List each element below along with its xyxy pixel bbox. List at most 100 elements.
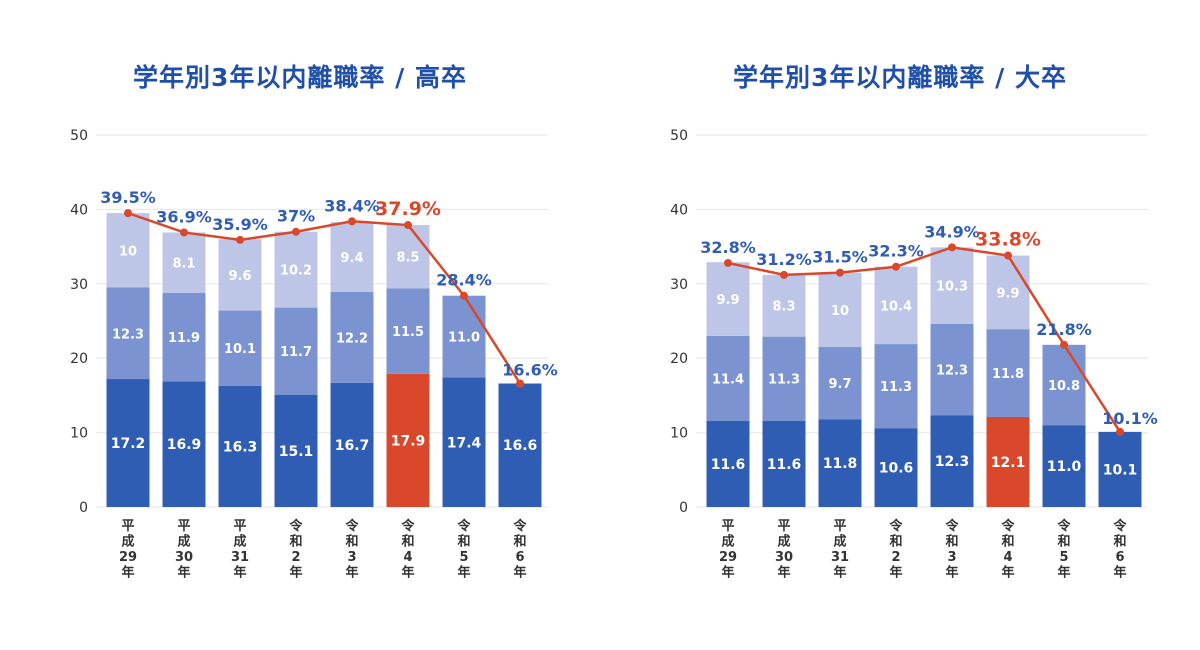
y-tick-label: 40 — [670, 202, 688, 218]
x-category-label-part: 成 — [177, 534, 190, 550]
segment-value-label: 12.3 — [935, 454, 970, 470]
y-tick-label: 0 — [679, 500, 688, 516]
total-rate-label: 31.5% — [812, 248, 868, 267]
bar-segment-bottom — [1042, 425, 1086, 507]
total-rate-label: 16.6% — [502, 360, 558, 379]
total-rate-point — [292, 227, 300, 236]
segment-value-label: 16.6 — [503, 438, 538, 454]
x-category-label-part: 29 — [119, 550, 137, 565]
x-category-label-part: 2 — [291, 550, 300, 565]
total-rate-label: 21.8% — [1036, 320, 1092, 339]
total-rate-point — [180, 228, 188, 237]
y-tick-label: 10 — [70, 426, 88, 442]
x-category-label-part: 年 — [1113, 565, 1126, 581]
x-category-label-part: 平 — [177, 519, 190, 534]
x-category-label-part: 3 — [947, 550, 956, 565]
total-rate-point — [1004, 251, 1012, 260]
x-category-label-part: 和 — [1057, 534, 1070, 550]
bar-segment-top — [162, 232, 206, 293]
total-rate-label: 10.1% — [1102, 409, 1158, 428]
x-category-label-part: 年 — [177, 565, 190, 581]
x-category-label-part: 年 — [721, 565, 734, 581]
bar-segment-middle — [874, 344, 918, 429]
segment-value-label: 11.7 — [280, 345, 312, 360]
x-category-label-part: 2 — [891, 550, 900, 565]
segment-value-label: 12.2 — [336, 331, 368, 346]
x-category-label-part: 令 — [1113, 518, 1127, 534]
bar-segment-bottom — [818, 419, 862, 507]
x-category-label-part: 年 — [945, 565, 958, 581]
bar-segment-top — [874, 266, 918, 345]
x-category-label-part: 年 — [289, 565, 302, 581]
segment-value-label: 10.4 — [880, 299, 912, 314]
bar-segment-middle — [442, 295, 486, 378]
x-category-label-part: 令 — [1057, 518, 1071, 534]
segment-value-label: 12.3 — [112, 327, 144, 342]
segment-value-label: 9.7 — [828, 377, 851, 392]
segment-value-label: 11.5 — [392, 325, 424, 340]
segment-value-label: 17.2 — [111, 436, 146, 452]
bar-segment-bottom — [1098, 431, 1142, 507]
segment-value-label: 12.3 — [936, 364, 968, 379]
total-rate-label: 37.9% — [375, 198, 441, 220]
bar-segment-middle — [106, 287, 150, 380]
stacked-bar-chart-university: 0 10 20 30 40 50 11.6 11.4 9.9 11.6 11.3 8.3 11.8 9.7… — [670, 128, 1158, 581]
segment-value-label: 9.4 — [340, 251, 363, 266]
bar-segment-middle — [818, 347, 862, 420]
total-rate-label: 38.4% — [324, 196, 380, 215]
segment-value-label: 11.9 — [168, 331, 200, 346]
x-category-label-part: 成 — [777, 534, 790, 550]
x-category-label-part: 年 — [345, 565, 358, 581]
segment-value-label: 9.6 — [228, 269, 251, 284]
x-category-label-part: 令 — [513, 518, 527, 534]
bar-segment-bottom — [930, 415, 974, 507]
x-category-label-part: 和 — [401, 534, 414, 550]
bar-segment-bottom — [442, 377, 486, 507]
segment-value-label: 17.4 — [447, 435, 482, 451]
x-category-label-part: 和 — [1001, 534, 1014, 550]
chart-title: 学年別3年以内離職率 / 高卒 — [133, 63, 467, 92]
bar-segment-top — [218, 239, 262, 311]
x-category-label-part: 和 — [945, 534, 958, 550]
segment-value-label: 11.3 — [880, 380, 912, 395]
total-rate-point — [836, 268, 844, 277]
x-category-label-part: 平 — [833, 519, 846, 534]
x-category-label-part: 年 — [1001, 565, 1014, 581]
segment-value-label: 10.6 — [879, 461, 914, 477]
y-tick-label: 0 — [79, 500, 88, 516]
segment-value-label: 11.0 — [448, 331, 480, 346]
total-rate-point — [892, 262, 900, 271]
total-rate-label: 34.9% — [924, 222, 980, 241]
total-rate-line — [127, 211, 522, 385]
x-category-label-part: 31 — [831, 550, 849, 565]
total-rate-line — [727, 246, 1122, 433]
segment-value-label: 10.2 — [280, 264, 312, 279]
x-category-label-part: 平 — [721, 519, 734, 534]
segment-value-label: 10 — [119, 244, 137, 259]
chart-panel-university: 学年別3年以内離職率 / 大卒 0 10 20 30 40 50 11.6 11.4 9.9 11… — [600, 0, 1200, 650]
segment-value-label: 11.3 — [768, 373, 800, 388]
x-category-label-part: 成 — [233, 534, 246, 550]
total-rate-label: 31.2% — [756, 250, 812, 269]
x-category-label-part: 年 — [833, 565, 846, 581]
segment-value-label: 15.1 — [279, 444, 314, 460]
segment-value-label: 10 — [831, 304, 849, 319]
stacked-bar-chart-high-school: 0 10 20 30 40 50 17.2 12.3 10 16.9 11.9 8.1 16.3 10.1… — [70, 128, 558, 581]
total-rate-point — [460, 291, 468, 300]
bar-segment-middle — [930, 323, 974, 416]
bar-segment-top — [762, 274, 806, 337]
total-rate-label: 33.8% — [975, 229, 1041, 251]
segment-value-label: 8.3 — [772, 300, 795, 315]
x-category-label-part: 4 — [1003, 550, 1012, 565]
bar-segment-bottom — [218, 385, 262, 507]
x-category-label-part: 令 — [889, 518, 903, 534]
x-category-label-part: 令 — [401, 518, 415, 534]
